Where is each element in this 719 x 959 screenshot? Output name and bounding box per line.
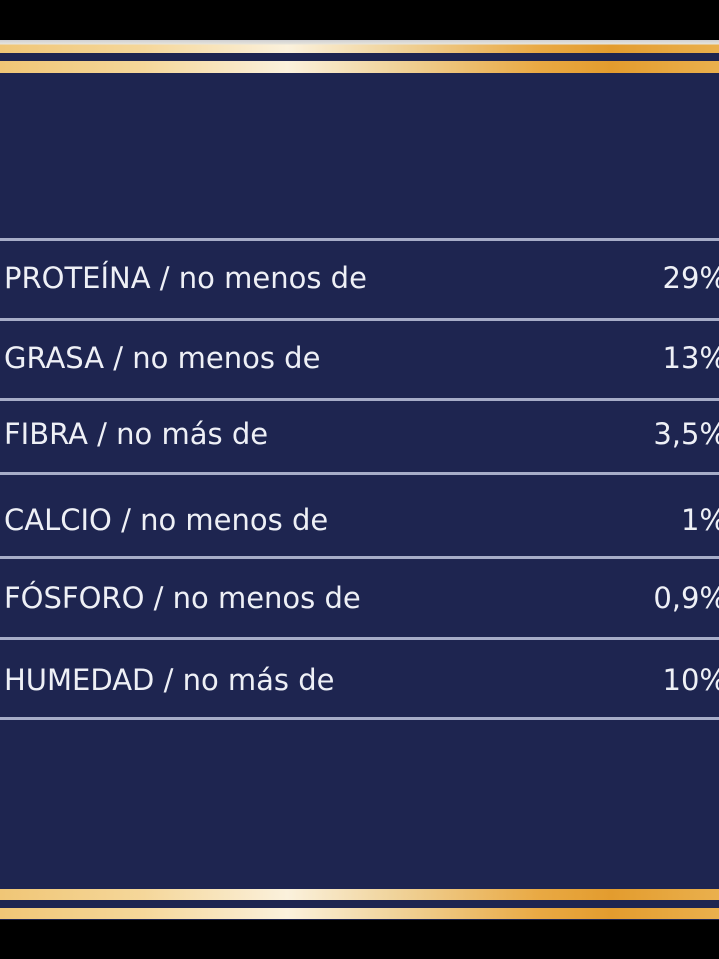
table-row-fiber: FIBRA / no más de 3,5% <box>0 398 719 472</box>
row-value: 13% <box>662 341 719 375</box>
row-value: 10% <box>662 663 719 697</box>
label-panel <box>0 40 719 920</box>
row-value: 29% <box>662 261 719 295</box>
gold-border-top-inner <box>0 61 719 73</box>
row-value: 0,9% <box>653 581 719 615</box>
nutrition-table: PROTEÍNA / no menos de 29% GRASA / no me… <box>0 238 719 720</box>
table-row-protein: PROTEÍNA / no menos de 29% <box>0 238 719 318</box>
gold-border-top-outer <box>0 40 719 53</box>
gold-border-bottom-inner <box>0 889 719 900</box>
row-label: HUMEDAD / no más de <box>4 663 335 697</box>
row-label: PROTEÍNA / no menos de <box>4 261 367 295</box>
row-label: GRASA / no menos de <box>4 341 321 375</box>
row-label: FIBRA / no más de <box>4 417 269 451</box>
table-row-calcium: CALCIO / no menos de 1% <box>0 472 719 556</box>
row-label: FÓSFORO / no menos de <box>4 581 361 615</box>
row-label: CALCIO / no menos de <box>4 503 329 537</box>
row-value: 1% <box>680 503 719 537</box>
table-row-fat: GRASA / no menos de 13% <box>0 318 719 398</box>
table-row-phosphorus: FÓSFORO / no menos de 0,9% <box>0 556 719 637</box>
gold-border-bottom-outer <box>0 908 719 919</box>
row-value: 3,5% <box>653 417 719 451</box>
table-row-moisture: HUMEDAD / no más de 10% <box>0 637 719 720</box>
